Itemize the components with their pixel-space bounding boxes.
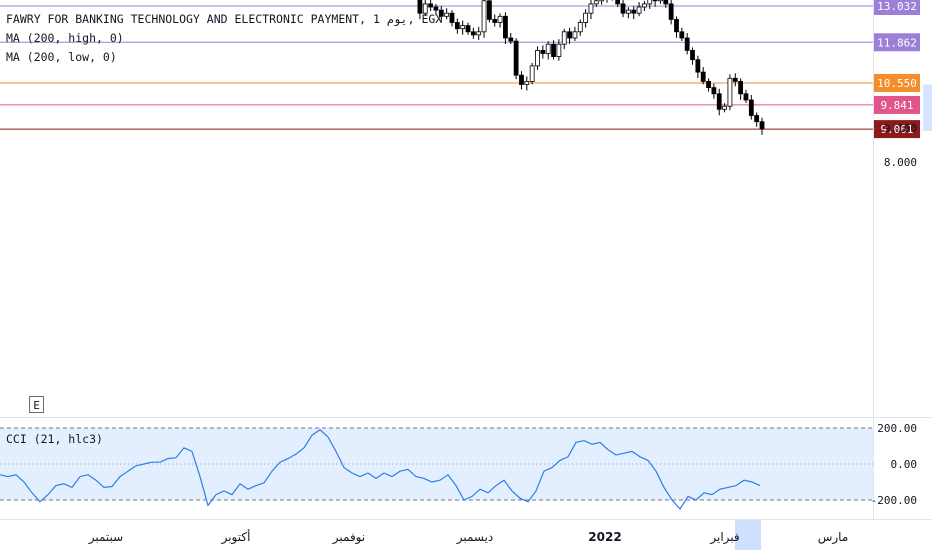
- level-price-label: 11.862: [877, 36, 917, 49]
- last-price-label: 9.100: [884, 122, 917, 135]
- candle-body: [433, 6, 439, 11]
- candle-body: [508, 37, 514, 42]
- ma-high-legend: MA (200, high, 0): [6, 31, 124, 45]
- candle-body: [438, 9, 444, 17]
- candle-body: [599, 0, 605, 2]
- candle-body: [481, 0, 487, 33]
- level-price-label: 10.550: [877, 77, 917, 90]
- candle-body: [535, 50, 540, 67]
- candle-body: [519, 74, 524, 85]
- level-price-tag: [874, 120, 920, 139]
- candle-body: [561, 31, 567, 45]
- candle-body: [428, 3, 434, 8]
- level-price-label: 9.061: [880, 123, 913, 136]
- x-tick-label: نوفمبر: [332, 530, 365, 545]
- candle-body: [711, 87, 717, 95]
- candle-body: [748, 99, 754, 116]
- x-tick-label: فبراير: [709, 530, 739, 545]
- candle-body: [738, 81, 744, 95]
- candle-body: [540, 50, 546, 54]
- level-price-tag: [874, 33, 920, 52]
- candle-body: [631, 9, 637, 14]
- price-range-highlight: [923, 84, 932, 131]
- candle-body: [465, 25, 471, 33]
- candle-body: [647, 0, 653, 5]
- candle-body: [529, 65, 535, 82]
- x-tick-label: 2022: [588, 530, 621, 544]
- candle-body: [625, 9, 631, 14]
- candle-body: [487, 0, 492, 20]
- level-price-label: 13.032: [877, 0, 917, 13]
- chart-title: FAWRY FOR BANKING TECHNOLOGY AND ELECTRO…: [6, 12, 443, 26]
- cci-line: [0, 429, 761, 510]
- candle-body: [588, 3, 594, 14]
- candle-body: [460, 25, 466, 30]
- candle-body: [636, 6, 642, 14]
- cci-tick-label: 0.00: [891, 458, 918, 471]
- candle-body: [513, 40, 519, 76]
- candle-body: [722, 105, 727, 110]
- candle-body: [642, 3, 647, 8]
- candle-body: [449, 12, 455, 23]
- candle-body: [572, 31, 578, 39]
- candle-body: [652, 0, 658, 2]
- candle-body: [497, 15, 503, 23]
- candle-body: [620, 3, 626, 14]
- candle-body: [658, 0, 663, 2]
- x-tick-label: مارس: [818, 530, 849, 545]
- cci-tick-label: -200.00: [871, 494, 917, 507]
- candle-body: [684, 37, 690, 51]
- x-tick-label: سبتمبر: [88, 530, 123, 545]
- candle-body: [551, 43, 556, 58]
- candle-body: [476, 31, 482, 36]
- candle-body: [679, 31, 685, 39]
- candle-body: [695, 59, 701, 73]
- candle-body: [454, 22, 460, 30]
- price-tick-label: 8.000: [884, 156, 917, 169]
- candle-body: [583, 12, 589, 23]
- candle-body: [716, 93, 722, 110]
- level-price-tag: [874, 0, 920, 16]
- x-tick-label: أكتوبر: [221, 529, 251, 545]
- candle-body: [417, 0, 423, 14]
- candle-body: [663, 0, 669, 5]
- ma-low-legend: MA (200, low, 0): [6, 50, 117, 64]
- level-price-tag: [874, 73, 920, 92]
- x-tick-label: ديسمبر: [456, 530, 494, 545]
- level-price-label: 9.841: [880, 99, 913, 112]
- candle-body: [732, 77, 738, 82]
- candle-body: [492, 18, 498, 23]
- candle-body: [706, 81, 711, 89]
- level-price-tag: [874, 95, 920, 114]
- candle-body: [545, 43, 551, 54]
- expand-button[interactable]: E: [29, 396, 44, 413]
- candle-body: [674, 18, 679, 33]
- candle-body: [700, 71, 706, 82]
- cci-legend: CCI (21, hlc3): [6, 432, 103, 446]
- candle-body: [743, 93, 749, 101]
- candle-body: [444, 12, 450, 17]
- candle-body: [727, 77, 733, 107]
- candle-body: [556, 43, 562, 58]
- candle-body: [567, 31, 572, 39]
- candle-body: [422, 3, 428, 14]
- candle-body: [593, 0, 599, 5]
- candle-body: [754, 115, 760, 123]
- cci-tick-label: 200.00: [877, 422, 917, 435]
- candle-body: [577, 22, 583, 33]
- candle-body: [690, 50, 695, 61]
- candle-body: [668, 3, 674, 20]
- candle-body: [503, 15, 508, 39]
- x-range-highlight: [735, 520, 761, 550]
- candle-body: [470, 31, 476, 36]
- candle-body: [524, 81, 530, 85]
- candle-body: [615, 0, 621, 5]
- candle-body: [759, 121, 765, 130]
